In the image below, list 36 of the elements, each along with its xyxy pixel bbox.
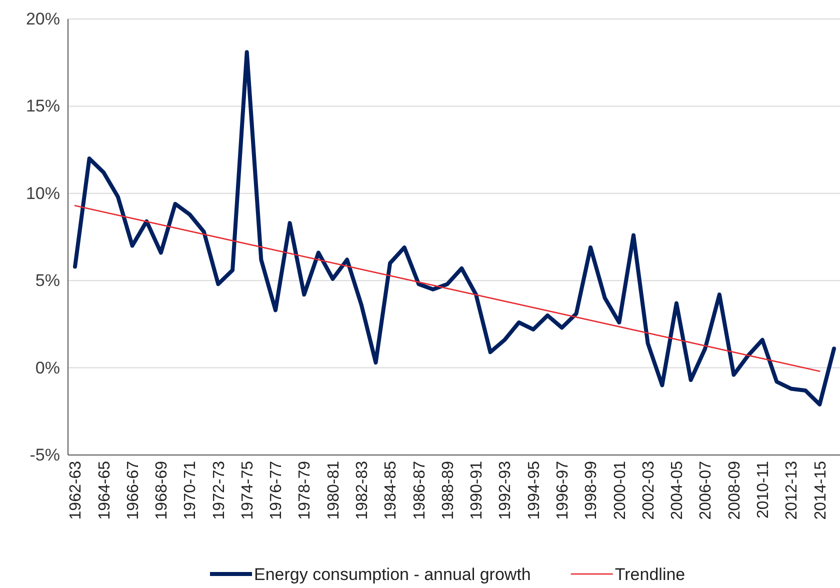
x-tick-label: 1988-89 [440,460,457,520]
y-tick-label: 5% [35,271,60,290]
x-tick-label: 1992-93 [497,460,514,520]
x-tick-label: 1964-65 [96,460,114,520]
y-tick-label: 10% [26,184,60,203]
x-tick-label: 1984-85 [382,460,400,520]
x-tick-label: 1996-97 [554,460,572,520]
x-tick-label: 2012-13 [784,460,801,520]
x-tick-label: 1990-91 [468,460,486,520]
x-tick-label: 1976-77 [268,460,286,520]
x-tick-label: 2002-03 [640,460,658,520]
line-series [73,50,836,406]
x-tick-label: 2004-05 [669,460,686,520]
x-tick-label: 1972-73 [210,460,228,520]
y-tick-label: 0% [35,358,60,378]
legend-label: Energy consumption - annual growth [254,564,531,584]
x-tick-label: 1962-63 [68,460,85,520]
x-tick-label: 1980-81 [325,460,342,520]
y-tick-label: 15% [26,96,60,116]
y-tick-label: -5% [30,445,60,464]
x-tick-label: 2010-11 [754,460,772,519]
legend-label: Trendline [614,564,686,584]
x-tick-label: 2006-07 [698,460,715,520]
x-tick-label: 2014-15 [812,460,830,520]
x-tick-label: 1994-95 [526,460,543,520]
x-tick-label: 1968-69 [154,460,171,520]
y-tick-label: 20% [26,9,60,28]
x-tick-label: 2000-01 [612,460,629,520]
x-tick-label: 1974-75 [239,460,256,520]
x-tick-label: 1986-87 [411,460,428,520]
x-tick-label: 1978-79 [296,460,314,520]
x-tick-label: 1970-71 [182,460,200,520]
x-tick-label: 1998-99 [583,460,600,520]
x-tick-label: 1966-67 [124,460,142,520]
x-tick-label: 2008-09 [726,460,744,520]
x-tick-label: 1982-83 [354,460,372,520]
